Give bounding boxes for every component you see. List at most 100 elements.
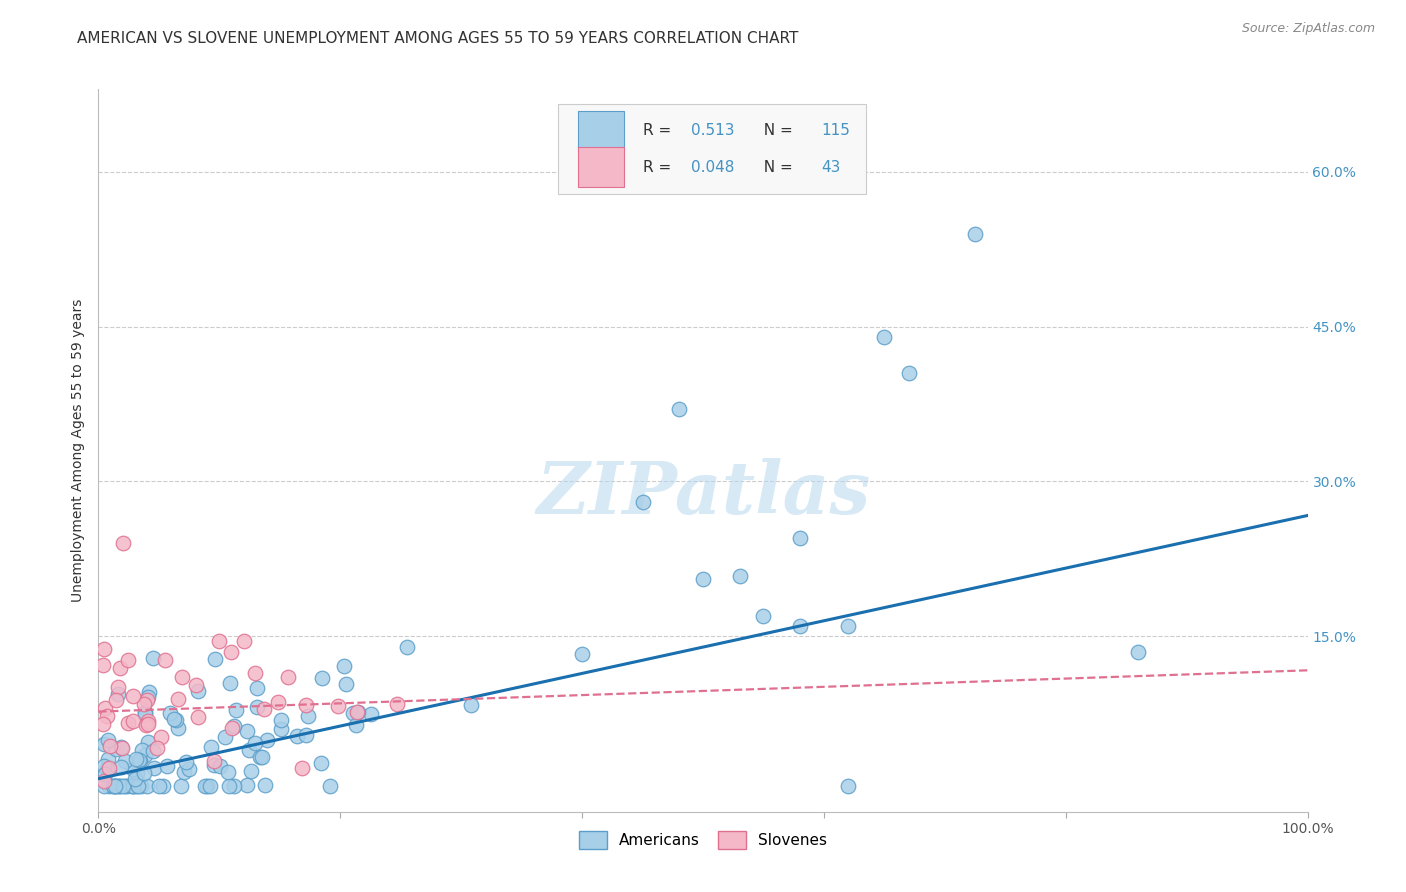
- Point: [270, 713, 292, 727]
- Point: [385, 697, 408, 711]
- Point: [253, 702, 276, 716]
- Point: [122, 714, 145, 728]
- Point: [138, 734, 160, 748]
- Y-axis label: Unemployment Among Ages 55 to 59 years: Unemployment Among Ages 55 to 59 years: [72, 299, 86, 602]
- Point: [138, 690, 160, 704]
- Point: [571, 648, 593, 662]
- Point: [176, 755, 198, 769]
- Point: [243, 666, 266, 681]
- Point: [122, 779, 145, 793]
- Point: [250, 750, 273, 764]
- Point: [232, 634, 254, 648]
- Point: [135, 718, 157, 732]
- Point: [240, 764, 263, 778]
- Point: [142, 744, 165, 758]
- Point: [346, 705, 368, 719]
- Point: [91, 717, 114, 731]
- Point: [217, 765, 239, 780]
- Point: [187, 684, 209, 698]
- Point: [319, 779, 342, 793]
- Point: [194, 779, 217, 793]
- Point: [965, 227, 987, 241]
- Point: [200, 779, 222, 793]
- Point: [204, 651, 226, 665]
- Point: [98, 779, 121, 793]
- Point: [107, 687, 129, 701]
- Point: [136, 692, 159, 706]
- Point: [789, 619, 811, 633]
- Point: [162, 712, 184, 726]
- Point: [159, 706, 181, 720]
- Text: AMERICAN VS SLOVENE UNEMPLOYMENT AMONG AGES 55 TO 59 YEARS CORRELATION CHART: AMERICAN VS SLOVENE UNEMPLOYMENT AMONG A…: [77, 31, 799, 46]
- Point: [94, 767, 117, 781]
- Point: [114, 779, 136, 793]
- Point: [752, 608, 775, 623]
- Point: [236, 724, 259, 739]
- Point: [93, 759, 115, 773]
- Point: [125, 774, 148, 789]
- Point: [311, 671, 333, 685]
- Point: [124, 779, 146, 793]
- Point: [346, 705, 368, 719]
- Point: [108, 779, 131, 793]
- Point: [692, 573, 714, 587]
- Point: [332, 658, 354, 673]
- Point: [134, 766, 156, 780]
- Point: [166, 721, 188, 735]
- Point: [342, 706, 364, 721]
- Point: [127, 779, 149, 793]
- Text: 0.048: 0.048: [690, 160, 734, 175]
- Point: [129, 754, 152, 768]
- Point: [107, 680, 129, 694]
- Point: [246, 699, 269, 714]
- Text: R =: R =: [643, 123, 676, 138]
- Point: [104, 779, 127, 793]
- Point: [129, 779, 152, 793]
- Point: [186, 678, 208, 692]
- Point: [125, 752, 148, 766]
- Point: [128, 753, 150, 767]
- Point: [335, 677, 357, 691]
- Point: [238, 743, 260, 757]
- Point: [121, 779, 143, 793]
- Point: [155, 759, 177, 773]
- Point: [134, 707, 156, 722]
- Point: [267, 695, 290, 709]
- Point: [344, 718, 367, 732]
- Text: 43: 43: [821, 160, 841, 175]
- Point: [136, 714, 159, 729]
- Point: [167, 691, 190, 706]
- Bar: [578, 147, 624, 187]
- Point: [110, 740, 132, 755]
- Point: [218, 675, 240, 690]
- Point: [789, 531, 811, 545]
- Point: [291, 761, 314, 775]
- Point: [152, 779, 174, 793]
- Point: [285, 729, 308, 743]
- Point: [197, 779, 219, 793]
- Point: [93, 641, 115, 656]
- Point: [117, 715, 139, 730]
- Point: [98, 761, 121, 775]
- Point: [270, 722, 292, 736]
- Legend: Americans, Slovenes: Americans, Slovenes: [574, 825, 832, 855]
- Text: 115: 115: [821, 123, 851, 138]
- Point: [94, 701, 117, 715]
- Point: [1128, 645, 1150, 659]
- Point: [97, 751, 120, 765]
- Point: [873, 330, 896, 344]
- Point: [225, 703, 247, 717]
- Point: [103, 779, 125, 793]
- Point: [460, 698, 482, 712]
- Point: [730, 569, 752, 583]
- Point: [837, 779, 859, 793]
- Point: [360, 707, 382, 722]
- Text: N =: N =: [754, 123, 797, 138]
- Point: [115, 779, 138, 793]
- Point: [218, 779, 240, 793]
- Point: [108, 661, 131, 675]
- Point: [97, 733, 120, 747]
- Point: [631, 495, 654, 509]
- Point: [202, 757, 225, 772]
- Point: [101, 779, 124, 793]
